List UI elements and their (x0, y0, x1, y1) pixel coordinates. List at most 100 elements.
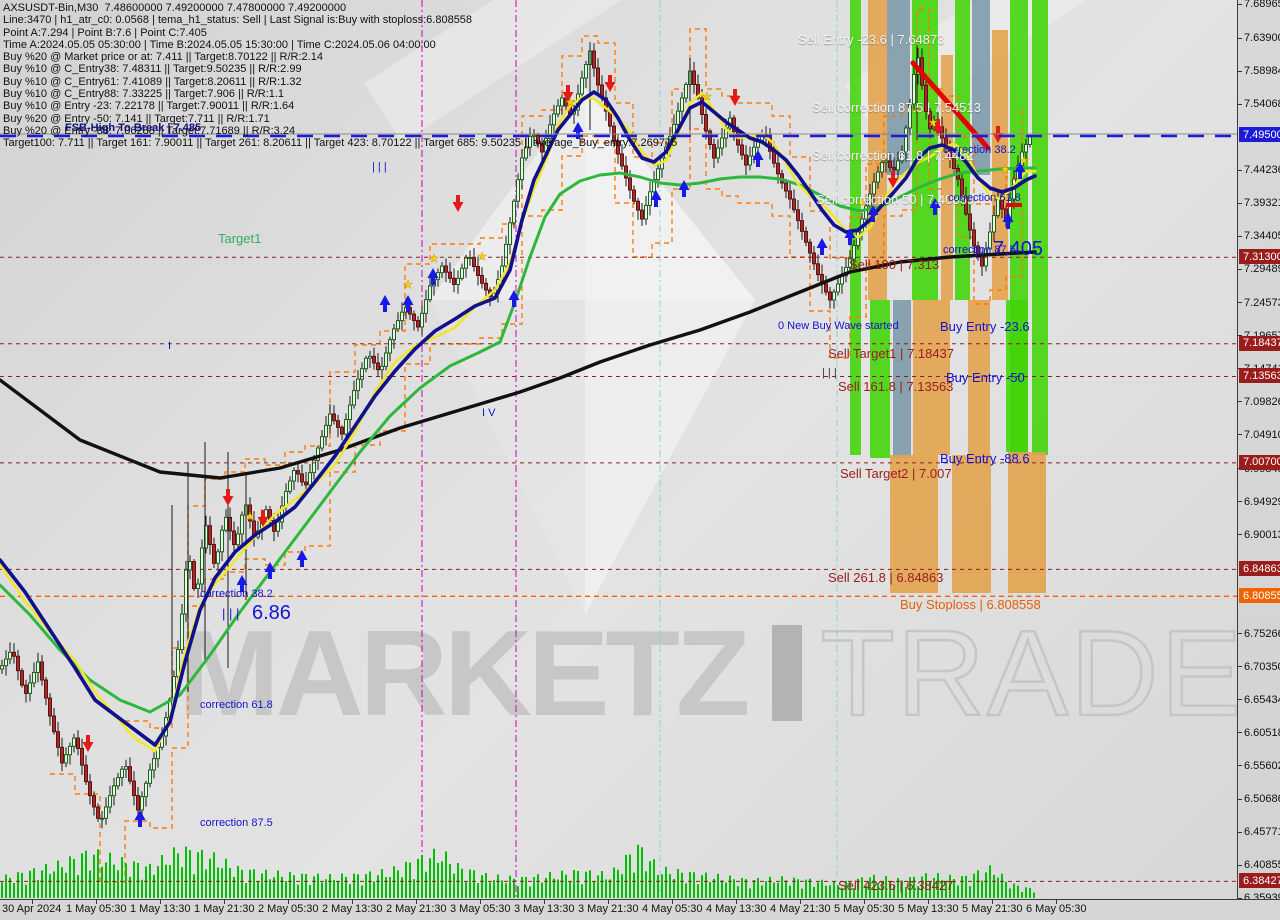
chart-annotation: Sell 100 | 7.313 (849, 257, 940, 272)
volume-bar (857, 878, 859, 898)
volume-bar (45, 863, 47, 898)
chart-annotation: | | | (222, 606, 240, 621)
candle-body (552, 113, 556, 126)
volume-bar (649, 861, 651, 898)
price-tick-mark (1238, 169, 1242, 171)
candle-body (508, 222, 512, 245)
volume-bar (141, 879, 143, 898)
candle-body (396, 320, 400, 330)
sheen-band (364, 0, 679, 143)
candle-body (540, 143, 544, 153)
volume-bar (53, 871, 55, 898)
volume-bar (645, 871, 647, 898)
candle-body (392, 328, 396, 341)
price-tick-label: 7.54068 (1244, 98, 1280, 111)
watermark-text: MARKETZ TRADE (178, 611, 1244, 736)
star-icon: ★ (429, 253, 439, 265)
time-axis[interactable]: 30 Apr 2024 1 May 05:30 1 May 13:30 1 May 2… (0, 899, 1280, 920)
volume-bar (265, 869, 267, 898)
volume-bar (417, 858, 419, 898)
volume-bar (861, 877, 863, 898)
volume-bar (697, 884, 699, 898)
price-tick-label: 7.24573 (1244, 296, 1280, 309)
candle-body (644, 204, 648, 220)
candle-body (704, 114, 708, 132)
star-icon: ★ (245, 511, 255, 523)
volume-bar (325, 879, 327, 898)
chart-annotation: Buy Stoploss | 6.808558 (900, 597, 1041, 612)
buy-arrow-icon (650, 190, 662, 207)
volume-bar (461, 868, 463, 898)
candle-body (532, 134, 536, 137)
time-tick-mark (96, 900, 97, 904)
buy-arrow-icon (264, 562, 276, 579)
volume-bar (681, 872, 683, 898)
candle-body (1028, 136, 1032, 145)
time-tick-mark (160, 900, 161, 904)
chart-annotation: Sell 423.6 | 6.38427 (838, 878, 954, 893)
volume-bar (165, 864, 167, 898)
chart-annotation: Sell correction 87.5 | 7.54513 (812, 100, 981, 115)
info-line: Point A:7.294 | Point B:7.6 | Point C:7.… (3, 26, 207, 39)
candle-body (452, 277, 456, 285)
volume-bar (193, 874, 195, 898)
volume-bar (213, 852, 215, 898)
chart-annotation: correction 87.5 (943, 244, 1016, 256)
price-tick-label: 7.44236 (1244, 164, 1280, 177)
candle-body (140, 796, 144, 811)
chart-annotation: Buy Entry -88.6 (940, 451, 1030, 466)
candle-body (712, 144, 716, 159)
price-axis[interactable]: 7.68965 7.63900 7.58984 7.54068 7.44236 7.393… (1237, 0, 1280, 904)
volume-bar (905, 886, 907, 898)
volume-bar (189, 850, 191, 898)
volume-bar (965, 875, 967, 898)
buy-arrow-icon (844, 228, 856, 245)
volume-bar (333, 879, 335, 898)
chart-annotation: Sell Target1 | 7.18437 (828, 346, 955, 361)
volume-bar (473, 870, 475, 898)
volume-bar (973, 873, 975, 898)
candle-body (648, 191, 652, 206)
candle-body (788, 190, 792, 200)
time-tick-mark (864, 900, 865, 904)
volume-bar (889, 881, 891, 898)
buy-arrow-icon (427, 268, 439, 285)
info-line: Buy %10 @ C_Entry88: 7.33225 || Target:7… (3, 88, 285, 101)
star-icon: ★ (403, 279, 413, 291)
candle-body (932, 119, 936, 130)
candle-body (400, 311, 404, 322)
candle-body (300, 473, 304, 483)
volume-bar (589, 870, 591, 898)
price-tick-label: 6.60518 (1244, 726, 1280, 739)
price-badge-stop: 6.80855 (1239, 588, 1280, 604)
volume-bar (633, 872, 635, 898)
candle-body (512, 200, 516, 224)
price-tick-mark (1238, 202, 1242, 204)
volume-bar (381, 869, 383, 898)
chart-annotation: | | | (372, 161, 387, 173)
candle-body (76, 737, 80, 749)
candle-body (176, 649, 180, 677)
buy-arrow-icon (1014, 162, 1026, 179)
candle-body (92, 795, 96, 808)
volume-bar (821, 879, 823, 898)
candle-body (360, 368, 364, 380)
chart-annotation: Sell correction 61.8 | 7.4482 (812, 148, 974, 163)
volume-bar (321, 882, 323, 898)
time-tick-label: 1 May 13:30 (130, 903, 191, 915)
candle-body (900, 151, 904, 162)
volume-bar (1029, 887, 1031, 898)
candle-body (312, 459, 316, 474)
volume-bar (557, 879, 559, 898)
volume-bar (29, 870, 31, 898)
candle-body (592, 50, 596, 69)
volume-bar (173, 847, 175, 898)
volume-bar (793, 877, 795, 898)
buy-arrow-icon (508, 290, 520, 307)
buy-arrow-icon (236, 575, 248, 592)
volume-bar (273, 877, 275, 898)
candle-body (744, 154, 748, 166)
volume-bar (505, 883, 507, 898)
volume-bar (865, 885, 867, 898)
